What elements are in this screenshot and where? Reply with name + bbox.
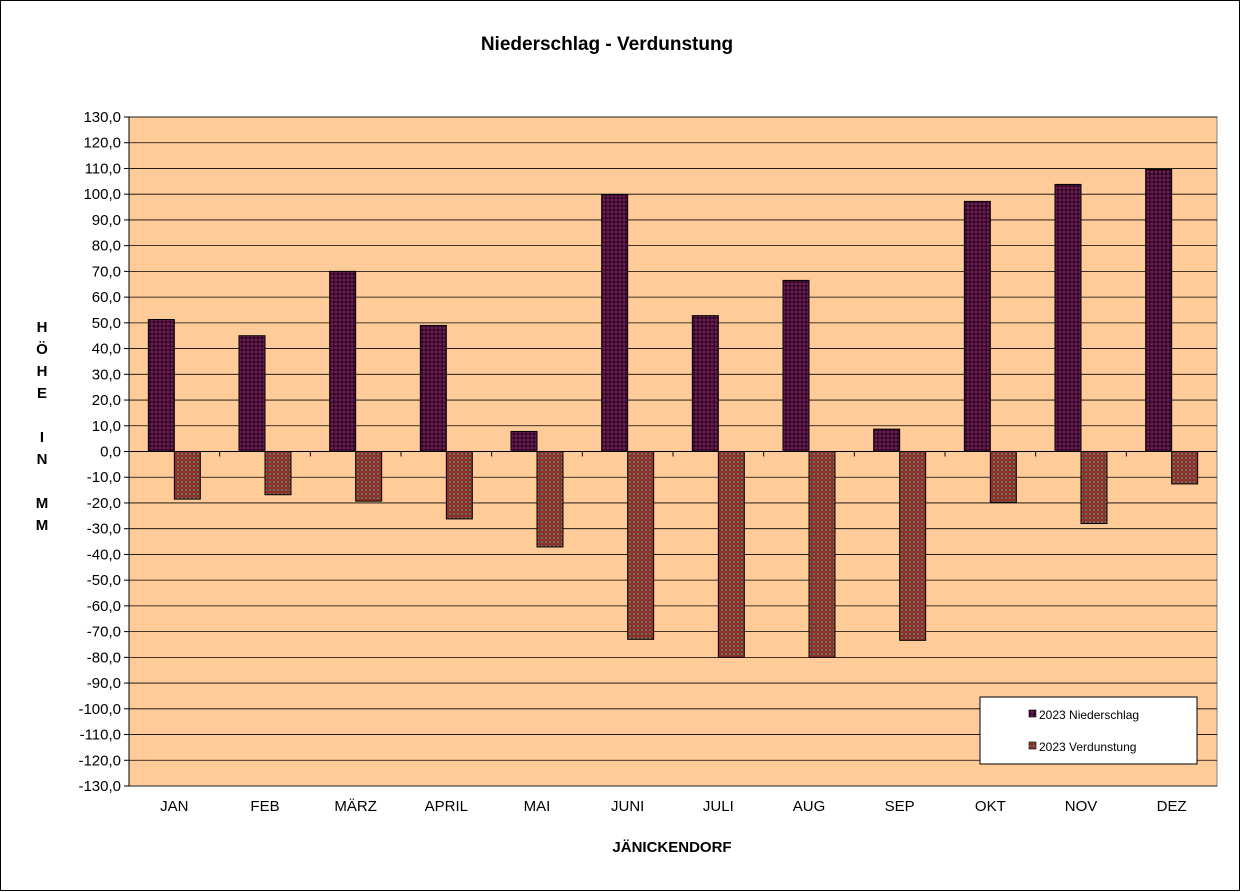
bar-niederschlag xyxy=(238,335,266,453)
y-tick-labels: -130,0 -120,0 -110,0 -100,0 -90,0 -80,0 -70,0 -… xyxy=(78,109,121,795)
axes xyxy=(124,116,1217,787)
y-tick-label: 0,0 xyxy=(100,444,121,461)
bar-verdunstung xyxy=(1171,451,1199,485)
legend-swatch-verdunstung xyxy=(1028,741,1037,750)
y-tick-label: 50,0 xyxy=(92,315,121,332)
bar-niederschlag xyxy=(963,200,991,452)
legend: 2023 Niederschlag 2023 Verdunstung xyxy=(979,696,1198,765)
y-tick-label: 30,0 xyxy=(92,366,121,383)
bar-niederschlag xyxy=(1054,183,1082,452)
y-axis-label-char: H xyxy=(37,319,48,336)
x-tick-labels: JAN FEB MÄRZ APRIL MAI JUNI JULI AUG SEP OKT NOV DE… xyxy=(160,798,1187,815)
legend-label-verdunstung: 2023 Verdunstung xyxy=(1039,740,1136,754)
bar-verdunstung xyxy=(899,451,927,641)
y-axis-label-char: M xyxy=(36,495,49,512)
bar-verdunstung xyxy=(173,451,201,500)
y-tick-label: -100,0 xyxy=(78,701,121,718)
y-tick-label: -10,0 xyxy=(87,469,121,486)
bar-verdunstung xyxy=(989,451,1017,503)
chart-title: Niederschlag - Verdunstung xyxy=(481,34,733,55)
bar-verdunstung xyxy=(536,451,564,548)
y-tick-label: -90,0 xyxy=(87,675,121,692)
x-tick-label: JUNI xyxy=(611,798,644,815)
y-axis-label-char: Ö xyxy=(36,341,48,358)
bar-verdunstung xyxy=(808,451,836,658)
x-tick-label: MÄRZ xyxy=(334,798,377,815)
bar-niederschlag xyxy=(782,279,810,452)
y-tick-label: 100,0 xyxy=(83,186,121,203)
y-tick-label: 120,0 xyxy=(83,135,121,152)
y-tick-label: -70,0 xyxy=(87,624,121,641)
bar-verdunstung xyxy=(264,451,292,496)
bar-niederschlag xyxy=(419,324,447,452)
x-tick-label: APRIL xyxy=(425,798,468,815)
x-axis-label: JÄNICKENDORF xyxy=(612,839,731,856)
y-axis-label-char: H xyxy=(37,363,48,380)
bar-verdunstung xyxy=(355,451,383,502)
y-tick-label: 40,0 xyxy=(92,341,121,358)
y-tick-label: 110,0 xyxy=(85,160,121,177)
legend-box xyxy=(979,696,1198,765)
y-tick-label: -20,0 xyxy=(87,495,121,512)
y-tick-label: -30,0 xyxy=(87,521,121,538)
y-tick-label: -120,0 xyxy=(78,752,121,769)
x-tick-label: DEZ xyxy=(1157,798,1187,815)
x-tick-label: SEP xyxy=(885,798,915,815)
y-tick-label: -130,0 xyxy=(78,778,121,795)
y-tick-label: 130,0 xyxy=(83,109,121,126)
x-tick-label: JULI xyxy=(703,798,734,815)
bar-niederschlag xyxy=(601,194,629,453)
bar-verdunstung xyxy=(1080,451,1108,525)
y-axis-label-char: N xyxy=(37,451,48,468)
y-axis-label-char: M xyxy=(36,517,49,534)
x-tick-label: NOV xyxy=(1065,798,1098,815)
x-tick-label: JAN xyxy=(160,798,188,815)
y-axis-label-char: I xyxy=(40,429,44,446)
y-tick-label: 70,0 xyxy=(92,263,121,280)
bar-verdunstung xyxy=(717,451,745,658)
y-tick-label: -60,0 xyxy=(87,598,121,615)
y-tick-label: -80,0 xyxy=(87,649,121,666)
y-tick-label: -50,0 xyxy=(87,572,121,589)
bar-verdunstung xyxy=(445,451,473,520)
y-tick-label: -40,0 xyxy=(87,546,121,563)
bar-niederschlag xyxy=(873,428,901,452)
y-tick-label: 60,0 xyxy=(92,289,121,306)
y-tick-label: -110,0 xyxy=(80,727,121,744)
x-tick-label: AUG xyxy=(793,798,826,815)
x-tick-label: MAI xyxy=(524,798,551,815)
bar-niederschlag xyxy=(329,270,357,452)
legend-swatch-niederschlag xyxy=(1028,709,1037,718)
x-tick-label: FEB xyxy=(250,798,279,815)
bar-niederschlag xyxy=(147,319,175,452)
bar-verdunstung xyxy=(627,451,655,640)
y-tick-label: 20,0 xyxy=(92,392,121,409)
bar-niederschlag xyxy=(1145,168,1173,452)
bar-niederschlag xyxy=(510,430,538,452)
y-axis-label-char: E xyxy=(37,385,47,402)
x-tick-label: OKT xyxy=(975,798,1006,815)
y-tick-label: 10,0 xyxy=(92,418,121,435)
y-tick-label: 90,0 xyxy=(92,212,121,229)
bar-niederschlag xyxy=(691,315,719,452)
legend-label-niederschlag: 2023 Niederschlag xyxy=(1039,708,1139,722)
y-tick-label: 80,0 xyxy=(92,238,121,255)
